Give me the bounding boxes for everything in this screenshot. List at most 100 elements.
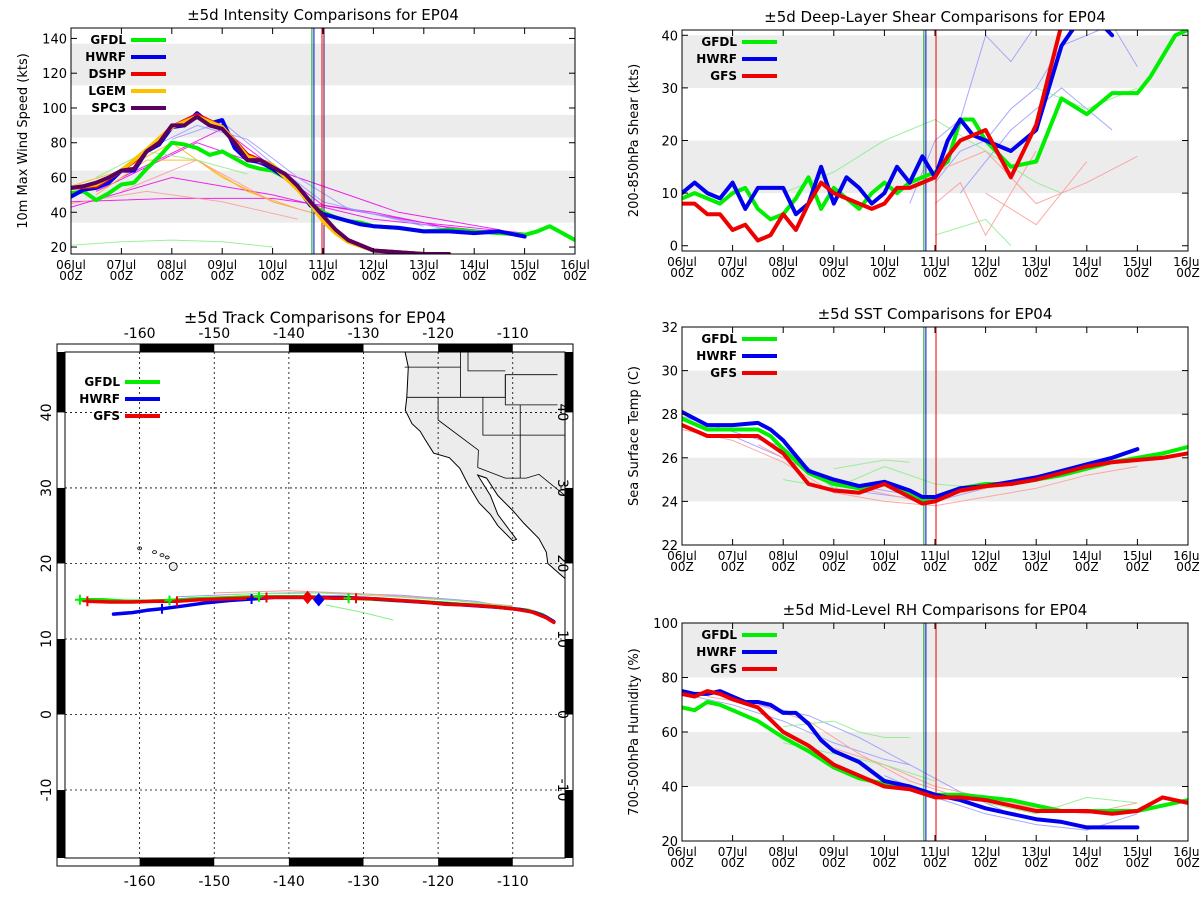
sst-xtick-label-day: 08Jul [768, 549, 798, 563]
sst-series-hwrf [682, 410, 1140, 499]
shear-xtick-label-hour: 00Z [721, 266, 745, 280]
rh-xtick-label-day: 16Jul [1173, 845, 1200, 859]
shear-ytick-label: 20 [661, 135, 678, 150]
intensity-xtick-label-hour: 00Z [311, 269, 335, 283]
intensity-legend-label-gfdl: GFDL [90, 33, 126, 47]
intensity-xtick-label-hour: 00Z [462, 269, 486, 283]
intensity-ytick-label: 20 [50, 241, 67, 256]
track-xtick-label-top: -120 [422, 326, 454, 342]
intensity-xtick-label-day: 06Jul [56, 258, 86, 272]
intensity-thin-line-6 [71, 190, 298, 220]
track-frame-segment-right [565, 638, 573, 715]
sst-ytick-label: 28 [661, 408, 678, 423]
track-island-hawaii [159, 553, 165, 558]
intensity-xtick-label-day: 07Jul [107, 258, 137, 272]
rh-xtick-label-day: 12Jul [971, 845, 1001, 859]
track-island-hawaii [152, 550, 157, 555]
track-frame-segment-left [57, 638, 65, 715]
track-frame-segment-right [565, 352, 573, 413]
track-xtick-label-bottom: -120 [422, 874, 454, 890]
track-state-border-3 [477, 467, 565, 496]
track-xtick-label-bottom: -140 [273, 874, 305, 890]
shear-thin-line-4 [934, 150, 1138, 205]
shear-xtick-label-day: 12Jul [971, 255, 1001, 269]
shear-xtick-label-day: 08Jul [768, 255, 798, 269]
track-marker-plus [246, 593, 257, 604]
intensity-xtick-label-day: 15Jul [510, 258, 540, 272]
rh-xtick-label-hour: 00Z [1024, 856, 1048, 870]
shear-band-1 [682, 35, 1188, 88]
track-legend-label-gfdl: GFDL [84, 375, 120, 389]
rh-ylabel: 700-500hPa Humidity (%) [627, 648, 642, 815]
rh-thin-line-0 [682, 693, 910, 766]
sst-legend-label-hwrf: HWRF [696, 349, 737, 363]
intensity-legend-label-lgem: LGEM [88, 84, 126, 98]
track-state-border-6 [504, 374, 558, 406]
intensity-band-1 [71, 114, 575, 138]
shear-xtick-label-day: 09Jul [819, 255, 849, 269]
intensity-xtick-label-hour: 00Z [160, 269, 184, 283]
shear-xtick-label-hour: 00Z [1126, 266, 1150, 280]
shear-xtick-label-day: 14Jul [1072, 255, 1102, 269]
rh-xtick-label-day: 06Jul [667, 845, 697, 859]
track-marker-plus [82, 596, 93, 607]
intensity-title: ±5d Intensity Comparisons for EP04 [187, 6, 459, 24]
rh-xtick-label-hour: 00Z [771, 856, 795, 870]
track-marker-plus [261, 592, 272, 603]
track-ytick-label-right: 10 [554, 630, 570, 648]
shear-xtick-label-day: 13Jul [1021, 255, 1051, 269]
track-thin-line-2 [229, 591, 513, 607]
track-ytick-label-right: -10 [554, 779, 570, 802]
shear-xtick-label-hour: 00Z [974, 266, 998, 280]
shear-xtick-label-day: 10Jul [870, 255, 900, 269]
track-island-hawaii [164, 555, 170, 560]
intensity-xtick-label-day: 08Jul [157, 258, 187, 272]
track-xtick-label-top: -130 [348, 326, 380, 342]
track-frame-segment-left [57, 352, 65, 413]
sst-title: ±5d SST Comparisons for EP04 [818, 305, 1053, 323]
shear-thin-line-5 [985, 161, 1088, 226]
sst-xtick-label-hour: 00Z [670, 560, 694, 574]
track-frame-segment-top [139, 344, 215, 352]
track-xtick-label-bottom: -130 [348, 874, 380, 890]
sst-series-gfs [682, 423, 1188, 506]
shear-plot-area [682, 30, 1188, 251]
sst-band-1 [682, 370, 1188, 415]
rh-xtick-label-day: 14Jul [1072, 845, 1102, 859]
intensity-legend-label-hwrf: HWRF [85, 50, 126, 64]
sst-xtick-label-hour: 00Z [1176, 560, 1200, 574]
track-ytick-label-left: 0 [39, 710, 55, 719]
track-state-border-7 [467, 352, 506, 372]
shear-xtick-label-day: 06Jul [667, 255, 697, 269]
sst-ytick-label: 26 [661, 452, 678, 467]
shear-legend-label-hwrf: HWRF [696, 52, 737, 66]
rh-series-gfs [682, 689, 1188, 816]
rh-ytick-label: 60 [661, 726, 678, 741]
rh-xtick-label-hour: 00Z [822, 856, 846, 870]
intensity-xtick-label-day: 10Jul [258, 258, 288, 272]
intensity-xtick-label-day: 09Jul [207, 258, 237, 272]
sst-xtick-label-day: 12Jul [971, 549, 1001, 563]
rh-xtick-label-hour: 00Z [873, 856, 897, 870]
rh-xtick-label-hour: 00Z [923, 856, 947, 870]
rh-legend-label-gfs: GFS [710, 662, 737, 676]
intensity-thin-line-1 [71, 176, 475, 231]
intensity-ytick-label: 100 [42, 102, 67, 117]
rh-xtick-label-day: 10Jul [870, 845, 900, 859]
track-marker-diamond [301, 590, 314, 605]
rh-xtick-label-day: 09Jul [819, 845, 849, 859]
track-xtick-label-top: -150 [198, 326, 230, 342]
sst-xtick-label-hour: 00Z [1024, 560, 1048, 574]
shear-xtick-label-day: 07Jul [718, 255, 748, 269]
track-ytick-label-right: 0 [554, 710, 570, 719]
rh-ytick-label: 100 [653, 617, 678, 632]
sst-xtick-label-day: 16Jul [1173, 549, 1200, 563]
intensity-ytick-label: 60 [50, 172, 67, 187]
sst-ytick-label: 24 [661, 495, 678, 510]
shear-xtick-label-day: 11Jul [920, 255, 950, 269]
track-xtick-label-top: -110 [497, 326, 529, 342]
track-map-area [65, 352, 565, 858]
shear-thin-line-7 [934, 218, 1012, 247]
rh-xtick-label-hour: 00Z [1075, 856, 1099, 870]
rh-ytick-label: 80 [661, 672, 678, 687]
